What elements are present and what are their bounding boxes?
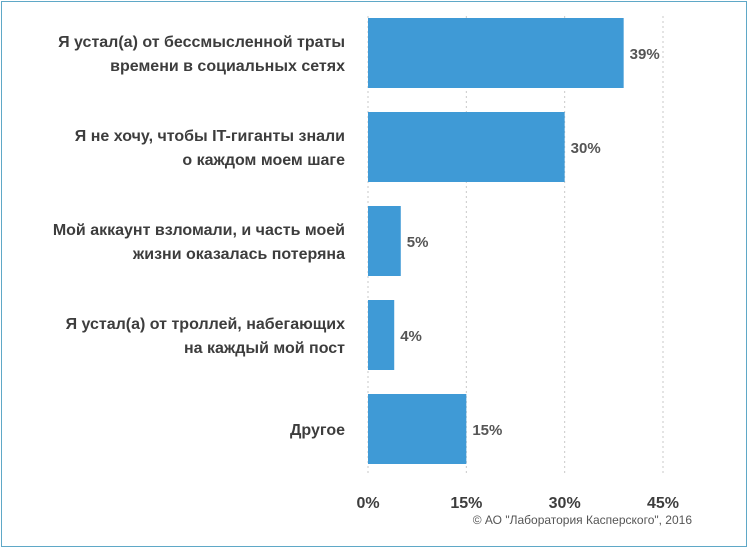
value-label-3: 4%: [400, 328, 422, 345]
category-label-3: Я устал(а) от троллей, набегающих на кажд…: [66, 316, 346, 357]
bar-0: [368, 18, 624, 88]
bar-2: [368, 206, 401, 276]
category-label-line: времени в социальных сетях: [110, 58, 345, 75]
value-label-0: 39%: [630, 46, 660, 63]
category-label-line: Другое: [290, 422, 345, 439]
x-tick-label-1: 15%: [450, 495, 482, 512]
category-label-line: жизни оказалась потеряна: [132, 246, 345, 263]
x-tick-label-0: 0%: [356, 495, 379, 512]
category-label-line: Я не хочу, чтобы IT-гиганты знали: [75, 128, 345, 145]
value-label-2: 5%: [407, 234, 429, 251]
copyright-text: © АО "Лаборатория Касперского", 2016: [472, 513, 692, 527]
category-label-4: Другое: [290, 422, 345, 439]
category-label-line: о каждом моем шаге: [182, 152, 345, 169]
category-label-1: Я не хочу, чтобы IT-гиганты знали о каждо…: [75, 128, 345, 169]
category-label-0: Я устал(а) от бессмысленной траты времени…: [58, 34, 345, 75]
value-label-4: 15%: [472, 422, 502, 439]
bar-1: [368, 112, 565, 182]
bar-4: [368, 394, 467, 464]
category-label-line: Мой аккаунт взломали, и часть моей: [53, 222, 345, 239]
category-label-line: Я устал(а) от бессмысленной траты: [58, 34, 345, 51]
value-label-1: 30%: [571, 140, 601, 157]
x-tick-label-2: 30%: [549, 495, 581, 512]
x-tick-label-3: 45%: [647, 495, 679, 512]
bar-3: [368, 300, 395, 370]
category-label-2: Мой аккаунт взломали, и часть моей жизни …: [53, 222, 345, 263]
category-label-line: Я устал(а) от троллей, набегающих: [66, 316, 346, 333]
category-label-line: на каждый мой пост: [184, 340, 345, 357]
